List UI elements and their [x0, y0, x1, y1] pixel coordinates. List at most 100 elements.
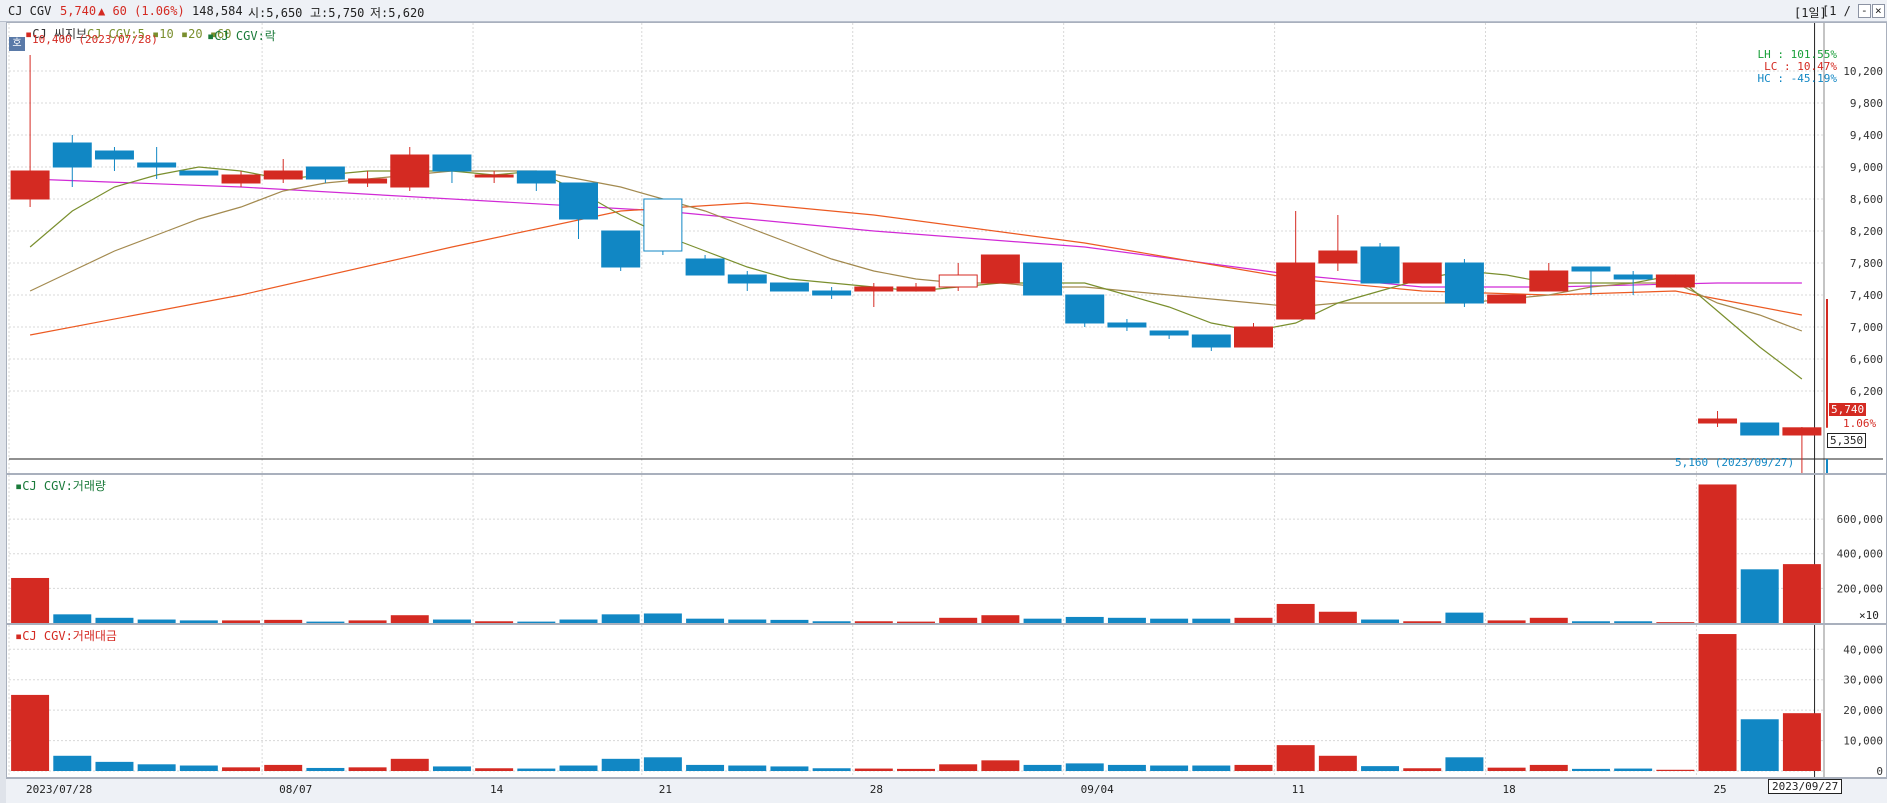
amount-bar	[939, 764, 978, 771]
amount-bar	[348, 767, 387, 771]
amount-bar	[95, 761, 134, 771]
price-tick-label: 7,000	[1850, 321, 1883, 334]
ma-legend: CJ CGV:5 ▪10 ▪20 ▪60	[87, 27, 232, 41]
amount-bar	[1571, 768, 1610, 771]
volume-bar	[770, 619, 809, 623]
volume-bar	[1403, 621, 1442, 623]
amount-bar	[1403, 768, 1442, 771]
volume-bar	[1065, 616, 1104, 623]
amount-bar	[1529, 764, 1568, 771]
volume-bar	[981, 615, 1020, 623]
amount-bar	[812, 768, 851, 771]
amount-bar	[517, 768, 556, 771]
volume-bar	[11, 577, 50, 623]
amount-bar	[306, 767, 345, 771]
x-tick-label: 14	[490, 783, 504, 796]
min-price-label: 5,160 (2023/09/27)	[1675, 456, 1795, 469]
price-tick-label: 8,600	[1850, 193, 1883, 206]
amount-bar	[1150, 765, 1189, 771]
amount-bar	[1318, 755, 1357, 771]
volume-bar	[1318, 611, 1357, 623]
corner-badge[interactable]: 호	[9, 37, 25, 51]
candle	[1191, 334, 1231, 348]
volume-bar	[601, 614, 640, 623]
amount-bar	[1234, 764, 1273, 771]
volume-bar	[1192, 618, 1231, 623]
amount-bar	[1361, 766, 1400, 771]
volume-chart[interactable]: 200,000 400,000 600,000	[7, 475, 1887, 624]
volume-bar	[1107, 617, 1146, 623]
candle	[432, 154, 472, 172]
volume-bar	[1782, 564, 1821, 623]
amount-title: ▪CJ CGV:거래대금	[15, 629, 117, 643]
x-tick-label: 09/04	[1080, 783, 1114, 796]
stock-name: CJ CGV	[8, 4, 52, 18]
candle	[1444, 262, 1484, 304]
stat-lh: LH : 101.55%	[1757, 48, 1837, 61]
price-panel[interactable]: 6,200 6,600 7,000 7,400 7,800 8,200 8,600 9,000…	[6, 22, 1887, 474]
candle	[263, 170, 303, 180]
candle	[179, 170, 219, 176]
volume-bar	[1234, 617, 1273, 623]
rak-legend: ▪CJ CGV:락	[207, 29, 276, 43]
candle	[559, 182, 598, 220]
minimize-button[interactable]: -	[1858, 4, 1871, 18]
volume-bar	[559, 619, 598, 623]
candle	[94, 150, 134, 160]
candle	[1571, 266, 1611, 272]
amount-bar	[432, 766, 471, 771]
price-tick-label: 7,800	[1850, 257, 1883, 270]
amount-bar	[1614, 768, 1653, 771]
volume-bar	[686, 618, 725, 623]
volume-bar	[939, 617, 978, 623]
volume-bar	[517, 621, 556, 623]
amount-tick-label: 10,000	[1843, 735, 1883, 748]
amount-bar	[1065, 763, 1104, 771]
amount-tick-label: 0	[1876, 765, 1883, 778]
period-selector[interactable]: [1일]	[1794, 6, 1827, 20]
candle	[812, 290, 852, 296]
last-change-tag: 1.06%	[1843, 417, 1877, 430]
close-button[interactable]: ×	[1872, 4, 1885, 18]
candle	[601, 230, 641, 268]
trade-volume: 148,584	[192, 4, 243, 18]
volume-bar	[812, 621, 851, 623]
amount-bar	[179, 765, 218, 771]
x-tick-label: 25	[1713, 783, 1727, 796]
candle	[474, 174, 514, 178]
amount-bar	[1782, 713, 1821, 771]
volume-tick-label: 600,000	[1837, 513, 1883, 526]
amount-bar	[854, 768, 893, 771]
volume-bar	[348, 620, 387, 623]
high-price: 고:5,750	[310, 6, 365, 20]
candle	[137, 162, 177, 168]
volume-bar	[1571, 621, 1610, 623]
amount-chart[interactable]: 0 10,000 20,000 30,000 40,000	[7, 625, 1887, 778]
candle	[390, 154, 430, 188]
price-tick-label: 10,200	[1843, 65, 1883, 78]
amount-bar	[390, 758, 429, 771]
candle	[10, 170, 50, 200]
max-price-label: 10,400 (2023/07/28)	[32, 33, 158, 46]
price-tick-label: 7,400	[1850, 289, 1883, 302]
volume-multiplier: ×10	[1859, 609, 1879, 622]
amount-panel[interactable]: 0 10,000 20,000 30,000 40,000 ▪CJ CGV:거래대금	[6, 624, 1887, 778]
amount-bar	[1276, 745, 1315, 771]
candle	[1740, 422, 1780, 436]
volume-bar	[1150, 618, 1189, 623]
price-chart[interactable]: 6,200 6,600 7,000 7,400 7,800 8,200 8,600 9,000…	[7, 23, 1887, 474]
amount-bar	[770, 766, 809, 771]
candle	[1149, 330, 1189, 336]
volume-panel[interactable]: 200,000 400,000 600,000 ▪CJ CGV:거래량 ×10	[6, 474, 1887, 624]
amount-bar	[643, 757, 682, 771]
x-axis: 2023/09/27 2023/07/28 08/07 14 21 28 09/04 11 1…	[6, 778, 1887, 803]
candle	[854, 286, 894, 292]
volume-bar	[95, 617, 134, 623]
candle	[938, 274, 978, 288]
candle	[727, 274, 767, 284]
amount-bar	[222, 767, 261, 771]
candle	[896, 286, 936, 292]
volume-bar	[1656, 622, 1695, 623]
volume-bar	[306, 621, 345, 623]
x-tick-label: 08/07	[279, 783, 313, 796]
